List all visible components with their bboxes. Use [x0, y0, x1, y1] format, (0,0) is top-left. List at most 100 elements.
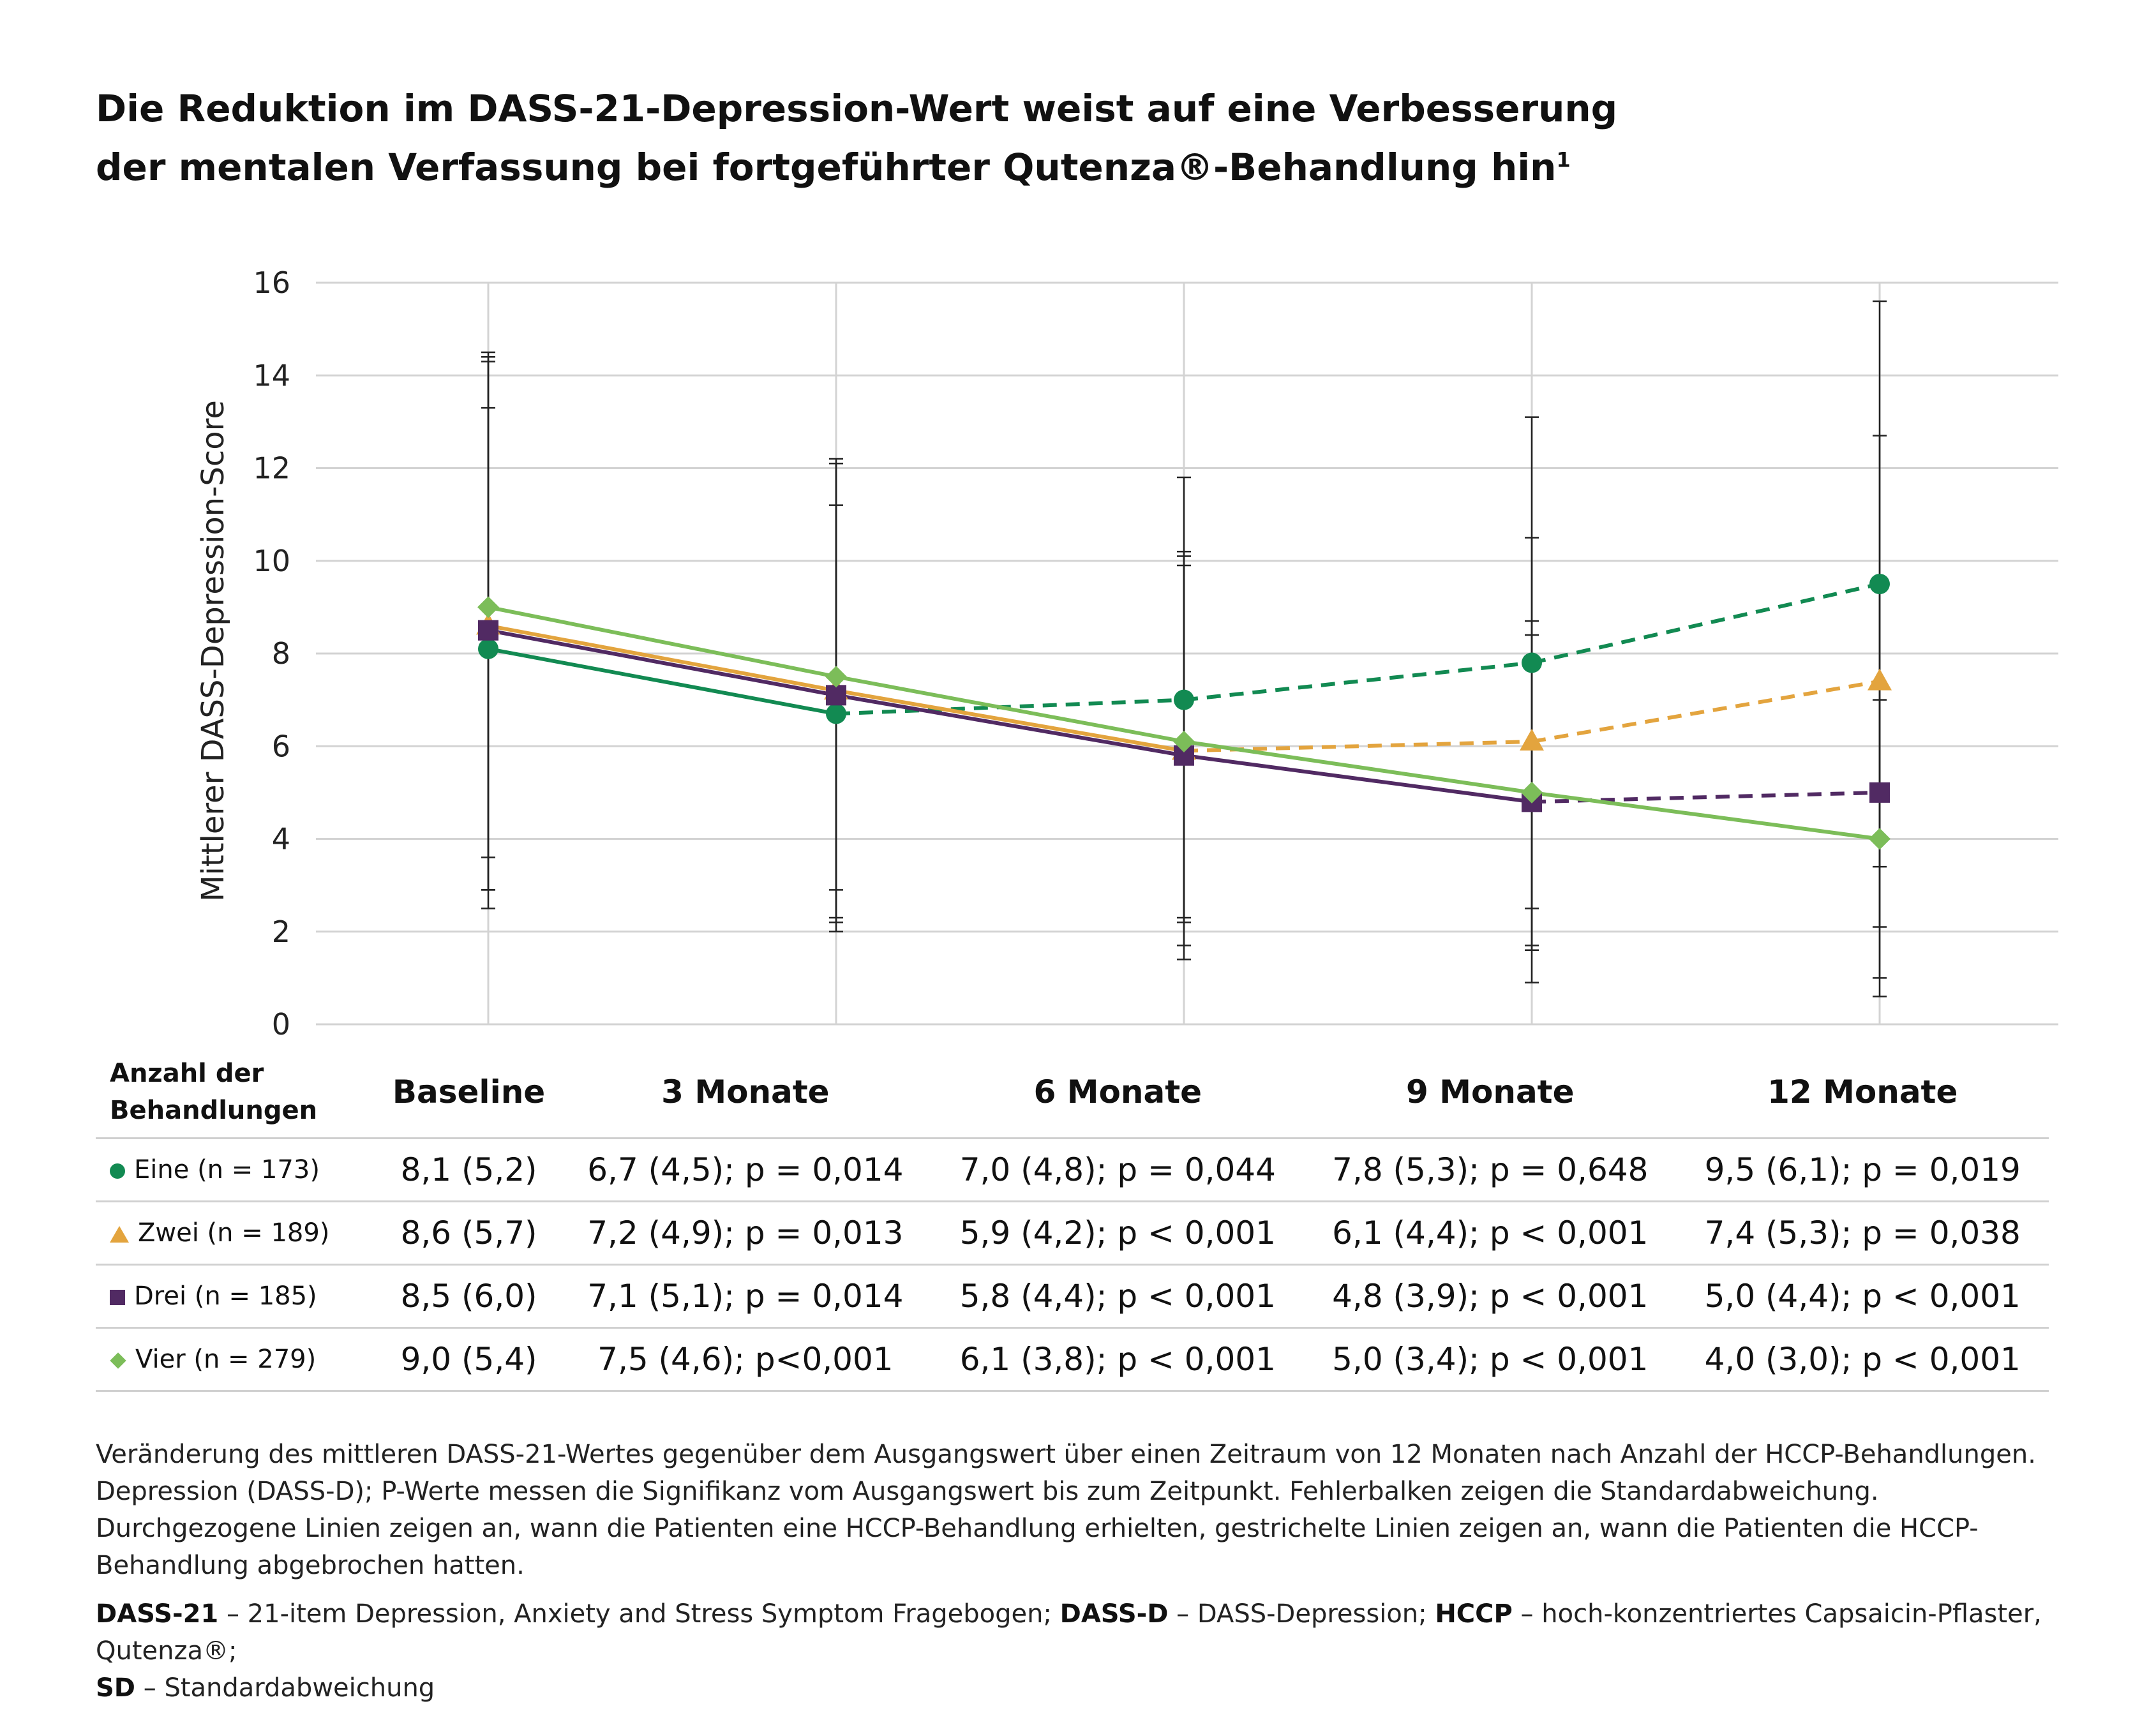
column-header-3-monate: 3 Monate — [661, 1073, 830, 1110]
def-desc-dass21: – 21-item Depression, Anxiety and Stress… — [218, 1599, 1060, 1629]
table-header-row: Anzahl der Behandlungen Baseline 3 Monat… — [96, 1047, 2049, 1139]
y-tick-label: 8 — [272, 636, 290, 671]
series-lines — [488, 582, 1880, 841]
table-cell: 7,2 (4,9); p = 0,013 — [559, 1200, 932, 1265]
legend-triangle-icon — [110, 1226, 129, 1243]
table-cell: 9,0 (5,4) — [378, 1327, 560, 1392]
legend-diamond-icon — [110, 1352, 126, 1369]
data-point-circle — [1174, 689, 1194, 710]
table-row: Zwei (n = 189) 8,6 (5,7) 7,2 (4,9); p = 0,… — [96, 1200, 2049, 1265]
table-body: Eine (n = 173) 8,1 (5,2) 6,7 (4,5); p = 0,… — [96, 1137, 2049, 1392]
series-line-segment-dashed — [1531, 679, 1880, 743]
y-axis-label: Mittlerer DASS-Depression-Score — [195, 400, 231, 902]
data-point-square — [1869, 782, 1890, 803]
def-term-dass21: DASS-21 — [96, 1599, 219, 1629]
table-cell: 4,8 (3,9); p < 0,001 — [1304, 1264, 1677, 1328]
table-cell: 4,0 (3,0); p < 0,001 — [1676, 1327, 2049, 1392]
series-line-segment-dashed — [1183, 661, 1532, 702]
series-line-segment-solid — [1183, 753, 1532, 804]
y-tick-label: 4 — [272, 822, 290, 856]
series-line-segment-solid — [488, 646, 837, 716]
row-label: Drei (n = 185) — [96, 1264, 378, 1328]
title-superscript: 1 — [1556, 147, 1571, 172]
series-line-segment-solid — [835, 675, 1185, 743]
series-line-segment-solid — [1531, 790, 1880, 841]
data-point-diamond — [1869, 828, 1890, 850]
line-chart: 0 2 4 6 8 10 12 14 16 Mittlerer DASS-Depression-… — [195, 265, 2058, 1042]
header-label-line-1: Anzahl der — [110, 1059, 264, 1088]
def-term-hccp: HCCP — [1435, 1599, 1513, 1629]
def-term-dassd: DASS-D — [1059, 1599, 1169, 1629]
table-cell: 9,5 (6,1); p = 0,019 — [1676, 1137, 2049, 1202]
column-header-12-monate: 12 Monate — [1767, 1073, 1958, 1110]
title-line-1: Die Reduktion im DASS-21-Depression-Wert… — [96, 87, 1618, 130]
column-header-baseline: Baseline — [392, 1073, 546, 1110]
column-header-6-monate: 6 Monate — [1033, 1073, 1202, 1110]
y-axis-ticks: 0 2 4 6 8 10 12 14 16 — [253, 265, 290, 1042]
table-row: Eine (n = 173) 8,1 (5,2) 6,7 (4,5); p = 0,… — [96, 1137, 2049, 1202]
chart-title: Die Reduktion im DASS-21-Depression-Wert… — [96, 79, 1947, 197]
row-label-text: Drei (n = 185) — [134, 1281, 317, 1311]
y-tick-label: 14 — [253, 358, 290, 392]
table-cell: 8,5 (6,0) — [378, 1264, 560, 1328]
chart-grid — [316, 281, 2058, 1026]
y-tick-label: 0 — [272, 1007, 290, 1042]
data-point-diamond — [825, 666, 847, 688]
row-label: Zwei (n = 189) — [96, 1200, 378, 1265]
footnote-description: Veränderung des mittleren DASS-21-Wertes… — [96, 1440, 2036, 1580]
series-line-segment-solid — [488, 605, 837, 679]
footnote-definitions: DASS-21 – 21-item Depression, Anxiety an… — [96, 1595, 2062, 1707]
table-cell: 5,8 (4,4); p < 0,001 — [931, 1264, 1305, 1328]
data-table: Anzahl der Behandlungen Baseline 3 Monat… — [96, 1047, 2049, 1392]
series-line-segment-dashed — [835, 698, 1185, 716]
series-line-segment-solid — [835, 689, 1185, 753]
column-header-9-monate: 9 Monate — [1406, 1073, 1575, 1110]
footnote: Veränderung des mittleren DASS-21-Wertes… — [96, 1436, 2062, 1707]
def-term-sd: SD — [96, 1673, 136, 1703]
row-label-text: Vier (n = 279) — [135, 1345, 317, 1374]
table-cell: 7,0 (4,8); p = 0,044 — [931, 1137, 1305, 1202]
row-label-text: Eine (n = 173) — [134, 1155, 320, 1184]
row-label: Eine (n = 173) — [96, 1137, 378, 1202]
y-tick-label: 12 — [253, 451, 290, 486]
table-row: Drei (n = 185) 8,5 (6,0) 7,1 (5,1); p = 0,… — [96, 1264, 2049, 1328]
data-point-square — [826, 685, 846, 706]
data-point-square — [478, 620, 498, 641]
data-point-diamond — [477, 596, 499, 618]
data-point-diamond — [1173, 730, 1195, 752]
series-markers — [476, 574, 1892, 850]
y-tick-label: 16 — [253, 265, 290, 300]
table-cell: 8,6 (5,7) — [378, 1200, 560, 1265]
table-cell: 5,9 (4,2); p < 0,001 — [931, 1200, 1305, 1265]
title-line-2: der mentalen Verfassung bei fortgeführte… — [96, 146, 1571, 189]
series-line-segment-solid — [488, 628, 837, 698]
table-cell: 6,1 (3,8); p < 0,001 — [931, 1327, 1305, 1392]
y-tick-label: 6 — [272, 729, 290, 763]
table-cell: 6,1 (4,4); p < 0,001 — [1304, 1200, 1677, 1265]
data-point-circle — [826, 703, 846, 724]
y-tick-label: 10 — [253, 544, 290, 578]
data-point-triangle — [1520, 728, 1544, 751]
table-cell: 5,0 (3,4); p < 0,001 — [1304, 1327, 1677, 1392]
legend-square-icon — [110, 1290, 125, 1305]
series-line-segment-solid — [835, 693, 1185, 758]
row-label-text: Zwei (n = 189) — [138, 1218, 330, 1248]
table-row: Vier (n = 279) 9,0 (5,4) 7,5 (4,6); p<0,00… — [96, 1327, 2049, 1392]
data-point-circle — [1522, 652, 1542, 673]
data-point-circle — [478, 638, 498, 659]
table-cell: 5,0 (4,4); p < 0,001 — [1676, 1264, 2049, 1328]
table-cell: 8,1 (5,2) — [378, 1137, 560, 1202]
series-line-segment-solid — [1183, 740, 1532, 795]
def-desc-sd: – Standardabweichung — [135, 1673, 435, 1703]
table-cell: 7,4 (5,3); p = 0,038 — [1676, 1200, 2049, 1265]
table-row-header-title: Anzahl der Behandlungen — [96, 1047, 378, 1139]
row-label: Vier (n = 279) — [96, 1327, 378, 1392]
table-cell: 7,1 (5,1); p = 0,014 — [559, 1264, 932, 1328]
table-cell: 7,8 (5,3); p = 0,648 — [1304, 1137, 1677, 1202]
data-point-diamond — [1521, 781, 1543, 803]
header-label-line-2: Behandlungen — [110, 1096, 318, 1125]
y-tick-label: 2 — [272, 915, 290, 949]
table-cell: 7,5 (4,6); p<0,001 — [559, 1327, 932, 1392]
def-desc-hccp: – hoch-konzentriertes Capsaicin-Pflaster… — [96, 1599, 2042, 1666]
data-point-triangle — [1868, 668, 1892, 691]
